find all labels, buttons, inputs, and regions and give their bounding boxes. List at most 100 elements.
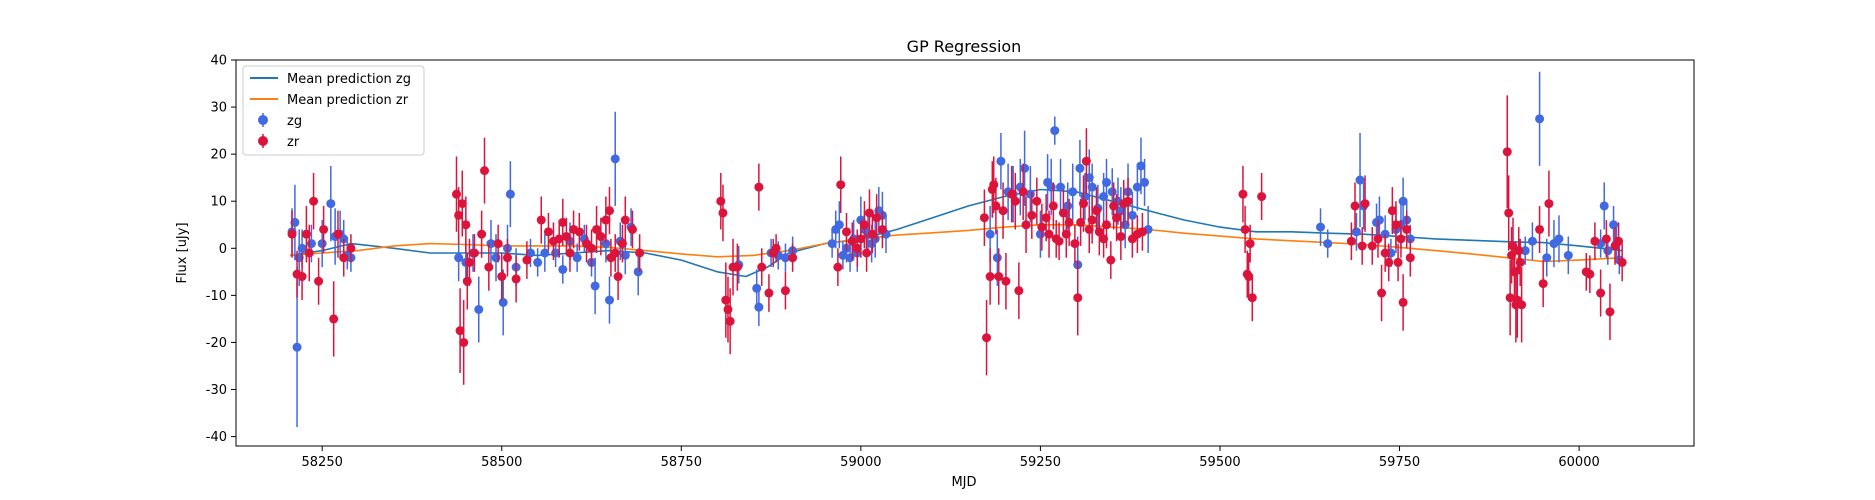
zr-point-113 <box>1106 255 1116 265</box>
zr-point-156 <box>1535 224 1545 234</box>
zr-point-135 <box>1377 288 1387 298</box>
zg-point-93 <box>1136 161 1146 171</box>
x-tick-label-4: 59250 <box>1020 455 1061 470</box>
zr-point-130 <box>1350 201 1360 211</box>
zr-point-39 <box>587 243 597 253</box>
zg-point-6 <box>317 239 327 249</box>
zg-point-119 <box>1603 246 1613 256</box>
zg-point-18 <box>491 253 501 263</box>
zg-point-71 <box>1035 229 1045 239</box>
zr-point-88 <box>1014 286 1024 296</box>
zg-point-113 <box>1542 253 1552 263</box>
observation-points <box>287 71 1627 428</box>
x-tick-label-5: 59500 <box>1199 455 1240 470</box>
zr-point-28 <box>522 255 532 265</box>
legend-box <box>242 65 425 156</box>
series-zr <box>287 95 1627 385</box>
zr-point-21 <box>477 229 487 239</box>
zr-point-132 <box>1360 199 1370 209</box>
y-tick-label-5: 10 <box>210 195 227 210</box>
zr-point-144 <box>1405 253 1415 263</box>
x-tick-label-1: 58500 <box>481 455 522 470</box>
zr-point-145 <box>1502 147 1512 157</box>
legend-label-zg: zg <box>287 114 302 129</box>
zr-point-128 <box>1257 192 1267 202</box>
zr-point-48 <box>620 215 630 225</box>
y-axis-label: Flux [uJy] <box>175 222 190 283</box>
y-tick-label-3: -10 <box>206 289 227 304</box>
zr-point-133 <box>1367 241 1377 251</box>
zr-point-7 <box>319 224 329 234</box>
plot-frame <box>235 59 1695 447</box>
zr-point-161 <box>1590 236 1600 246</box>
legend-label-zr-mean: Mean prediction zr <box>287 93 409 108</box>
zr-point-95 <box>1044 229 1054 239</box>
zr-point-25 <box>497 272 507 282</box>
zr-point-105 <box>1079 199 1089 209</box>
zg-point-39 <box>633 267 643 277</box>
y-tick-label-7: 30 <box>210 101 227 116</box>
zr-point-23 <box>484 262 494 272</box>
zg-point-35 <box>610 154 620 164</box>
zr-point-127 <box>1247 293 1257 303</box>
zr-point-125 <box>1244 272 1254 282</box>
chart-title: GP Regression <box>907 37 1022 56</box>
zr-point-76 <box>877 224 887 234</box>
zg-point-98 <box>1351 227 1361 237</box>
zg-point-116 <box>1563 250 1573 260</box>
zr-point-55 <box>725 316 735 326</box>
zg-point-70 <box>1025 189 1035 199</box>
zg-point-74 <box>1050 126 1060 136</box>
zg-point-76 <box>1063 201 1073 211</box>
zr-point-110 <box>1094 227 1104 237</box>
zg-point-32 <box>590 281 600 291</box>
zr-point-136 <box>1380 248 1390 258</box>
zr-point-5 <box>309 196 319 206</box>
zg-point-21 <box>505 189 515 199</box>
zr-point-6 <box>314 276 324 286</box>
zg-point-96 <box>1316 222 1326 232</box>
zr-point-12 <box>451 189 461 199</box>
zg-point-47 <box>827 239 837 249</box>
zg-point-2 <box>292 342 302 352</box>
zg-point-75 <box>1056 182 1066 192</box>
zr-point-75 <box>872 213 882 223</box>
zr-point-131 <box>1357 241 1367 251</box>
zr-point-146 <box>1504 208 1514 218</box>
x-axis-label: MJD <box>951 475 976 490</box>
zg-point-23 <box>525 248 535 258</box>
legend-label-zg-mean: Mean prediction zg <box>287 72 411 87</box>
zr-point-78 <box>982 333 992 343</box>
zg-point-25 <box>540 248 550 258</box>
zr-point-54 <box>723 304 733 314</box>
zr-point-167 <box>1617 257 1627 267</box>
zr-point-30 <box>543 227 553 237</box>
legend-swatch-zr <box>258 134 268 148</box>
axes: 58250 58500 58750 59000 59250 59500 59750 60000… <box>206 54 1600 471</box>
zr-point-154 <box>1515 257 1525 267</box>
zr-point-85 <box>1001 276 1011 286</box>
zr-point-41 <box>596 232 606 242</box>
zg-point-42 <box>754 302 764 312</box>
zr-point-93 <box>1037 222 1047 232</box>
zr-point-63 <box>780 286 790 296</box>
zg-point-86 <box>1107 187 1117 197</box>
zr-point-87 <box>1010 196 1020 206</box>
zg-point-27 <box>558 264 568 274</box>
zg-point-50 <box>838 250 848 260</box>
y-tick-label-8: 40 <box>210 54 227 69</box>
zr-point-14 <box>455 326 465 336</box>
zg-point-41 <box>752 283 762 293</box>
zr-point-18 <box>462 276 472 286</box>
zr-point-72 <box>862 248 872 258</box>
zg-point-5 <box>306 239 316 249</box>
zr-point-129 <box>1346 236 1356 246</box>
zr-point-19 <box>464 257 474 267</box>
zr-point-60 <box>764 288 774 298</box>
zg-point-73 <box>1046 182 1056 192</box>
zr-point-160 <box>1585 269 1595 279</box>
zr-point-118 <box>1123 196 1133 206</box>
zg-point-79 <box>1075 163 1085 173</box>
zr-point-57 <box>732 262 742 272</box>
